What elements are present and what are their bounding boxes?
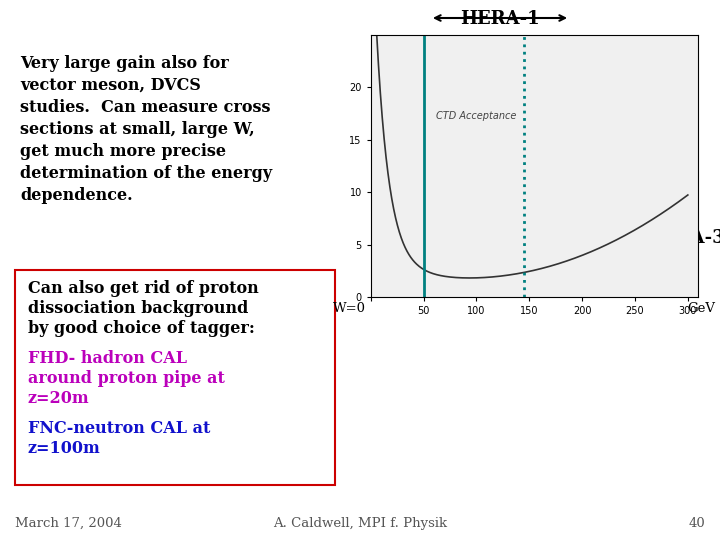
Bar (15, 270, 335, 485)
Text: around proton pipe at: around proton pipe at (28, 370, 225, 387)
Text: determination of the energy: determination of the energy (20, 165, 272, 182)
Text: W=0: W=0 (333, 302, 366, 315)
Text: HERA-1: HERA-1 (460, 10, 540, 28)
Text: March 17, 2004: March 17, 2004 (15, 517, 122, 530)
Text: A. Caldwell, MPI f. Physik: A. Caldwell, MPI f. Physik (273, 517, 447, 530)
Text: GeV: GeV (687, 302, 715, 315)
Text: Very large gain also for: Very large gain also for (20, 55, 229, 72)
Text: FHD- hadron CAL: FHD- hadron CAL (28, 350, 187, 367)
Text: studies.  Can measure cross: studies. Can measure cross (20, 99, 271, 116)
Text: dissociation background: dissociation background (28, 300, 248, 317)
Text: FNC-neutron CAL at: FNC-neutron CAL at (28, 420, 210, 437)
Text: sections at small, large W,: sections at small, large W, (20, 121, 255, 138)
Text: get much more precise: get much more precise (20, 143, 226, 160)
Text: vector meson, DVCS: vector meson, DVCS (20, 77, 201, 94)
Text: dependence.: dependence. (20, 187, 132, 204)
Text: by good choice of tagger:: by good choice of tagger: (28, 320, 255, 337)
Text: z=100m: z=100m (28, 440, 101, 457)
Text: CTD Acceptance: CTD Acceptance (436, 111, 517, 121)
Text: Can also get rid of proton: Can also get rid of proton (28, 280, 258, 297)
Text: z=20m: z=20m (28, 390, 89, 407)
Text: 40: 40 (688, 517, 705, 530)
Text: HERA-3: HERA-3 (645, 229, 720, 247)
